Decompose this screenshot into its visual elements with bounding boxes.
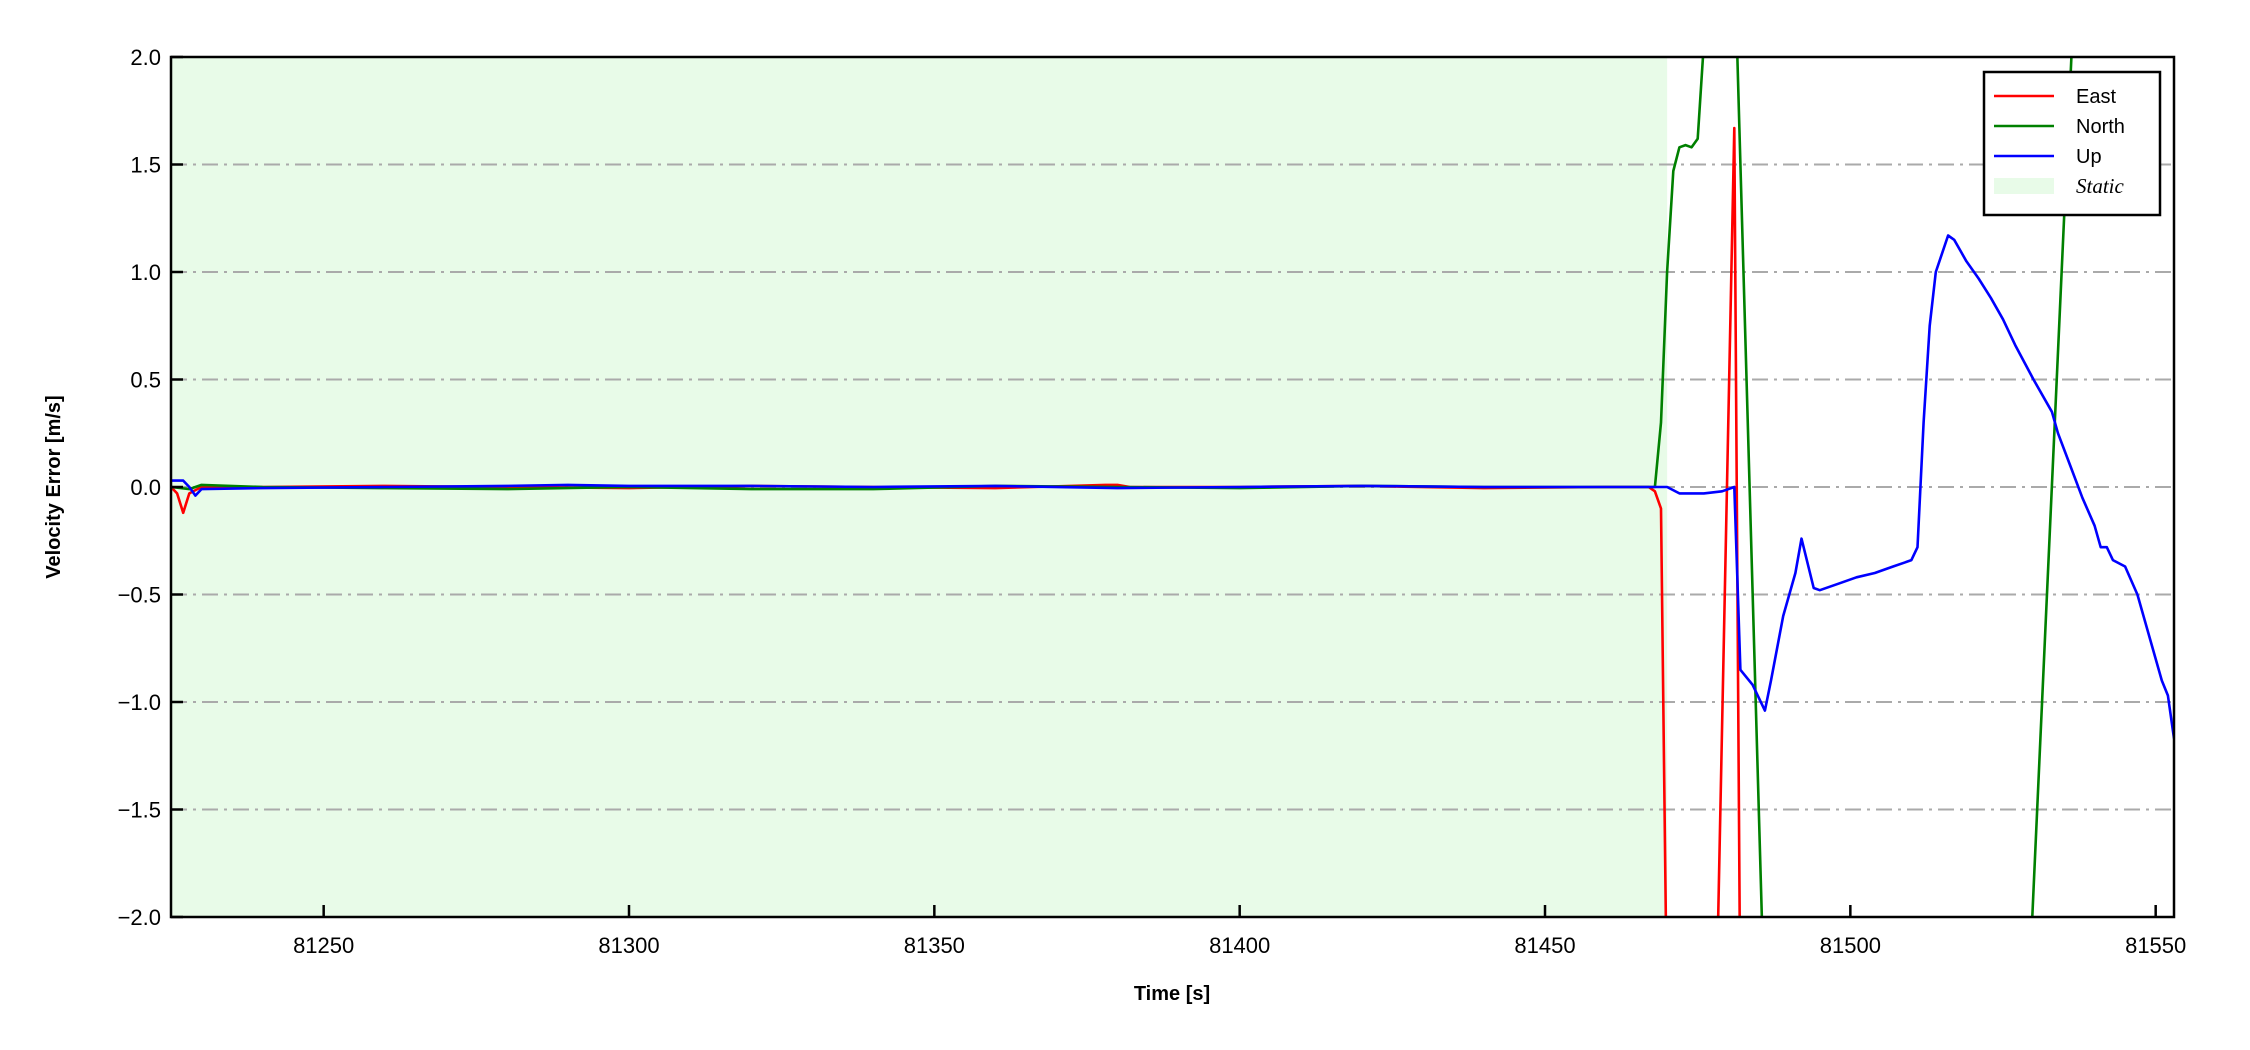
x-tick-label: 81250 <box>293 933 354 958</box>
legend-label-up: Up <box>2076 146 2102 168</box>
y-tick-label: −0.5 <box>118 583 161 608</box>
legend-label-static: Static <box>2076 174 2125 198</box>
ticks-layer: −2.0 −1.5 −1.0 −0.5 0.0 0.5 1.0 1.5 2.0 81250 8130… <box>118 45 2187 958</box>
y-tick-label: −1.0 <box>118 690 161 715</box>
y-tick-label: 2.0 <box>130 45 161 70</box>
x-tick-label: 81500 <box>1820 933 1881 958</box>
x-tick-label: 81450 <box>1514 933 1575 958</box>
x-axis-label: Time [s] <box>1134 983 1210 1005</box>
y-tick-label: −2.0 <box>118 905 161 930</box>
legend: East North Up Static <box>1982 70 2162 217</box>
y-tick-label: 0.0 <box>130 475 161 500</box>
legend-swatch-static <box>1994 178 2054 194</box>
series-layer <box>171 57 2174 917</box>
y-axis-label: Velocity Error [m/s] <box>43 395 65 578</box>
y-tick-label: 1.0 <box>130 260 161 285</box>
y-tick-label: 1.5 <box>130 153 161 178</box>
series-line-up <box>171 234 2174 739</box>
series-line-east <box>171 126 1741 917</box>
legend-label-east: East <box>2076 86 2116 108</box>
x-tick-label: 81350 <box>904 933 965 958</box>
y-tick-label: 0.5 <box>130 368 161 393</box>
x-tick-label: 81300 <box>598 933 659 958</box>
legend-label-north: North <box>2076 116 2125 138</box>
x-tick-label: 81550 <box>2125 933 2186 958</box>
x-tick-label: 81400 <box>1209 933 1270 958</box>
y-tick-label: −1.5 <box>118 798 161 823</box>
